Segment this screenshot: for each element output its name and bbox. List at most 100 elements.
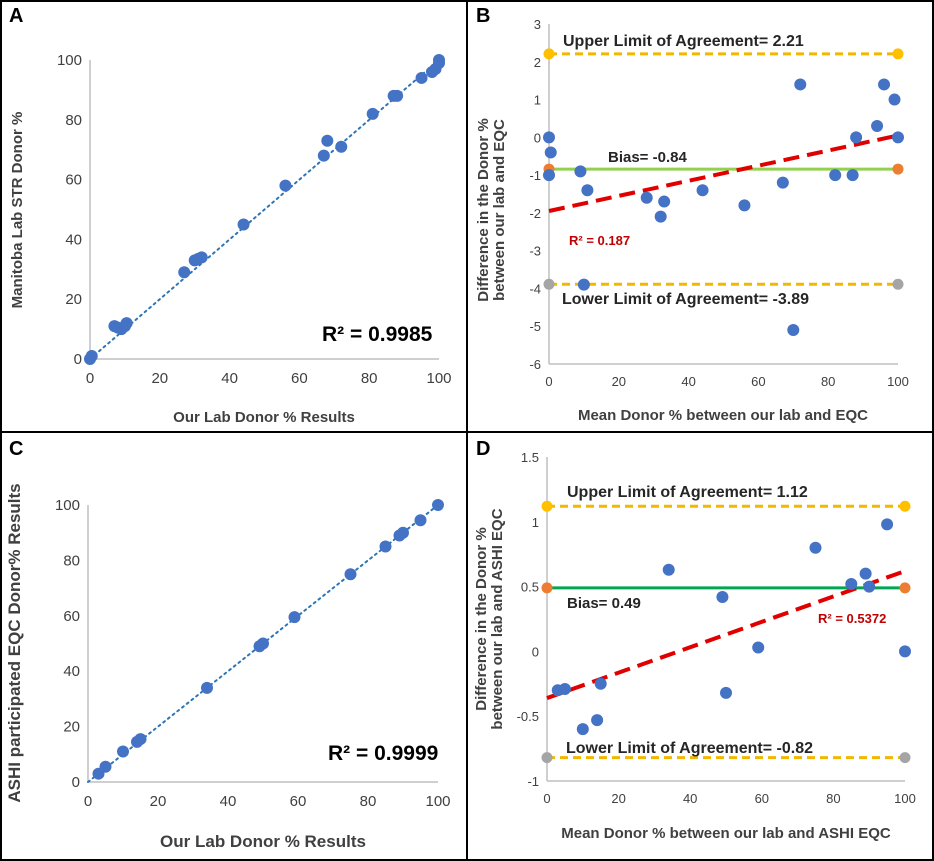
trendline (89, 59, 440, 360)
y-axis-title-line1: Difference in the Donor % (475, 118, 492, 301)
data-point (397, 526, 409, 539)
x-tick-label: 60 (751, 374, 765, 389)
data-point (195, 251, 208, 264)
data-point (117, 745, 129, 758)
lower-loa-marker (541, 752, 553, 764)
data-point (543, 169, 555, 182)
x-tick-label: 60 (291, 370, 308, 387)
lower-loa-marker (899, 752, 911, 764)
data-point (738, 199, 751, 212)
x-tick-label: 100 (894, 791, 916, 806)
data-point (237, 218, 250, 231)
y-tick-label: -0.5 (517, 709, 539, 724)
y-tick-label: 80 (65, 112, 82, 129)
y-tick-label: -6 (529, 357, 541, 372)
r-squared-label: R² = 0.5372 (818, 611, 886, 626)
y-tick-label: 1 (532, 515, 539, 530)
x-tick-label: 40 (683, 791, 697, 806)
bias-marker (541, 582, 553, 594)
x-tick-label: 20 (151, 370, 168, 387)
x-tick-label: 0 (84, 793, 92, 810)
x-tick-label: 60 (290, 793, 307, 810)
y-tick-label: -1 (529, 168, 541, 183)
upper-loa-marker (892, 48, 904, 60)
bias-label: Bias= 0.49 (567, 595, 641, 612)
regression-line (548, 133, 899, 213)
y-tick-label: 20 (65, 291, 82, 308)
upper-loa-label: Upper Limit of Agreement= 1.12 (567, 484, 808, 501)
data-point (379, 540, 392, 553)
data-point (662, 563, 675, 576)
y-tick-label: 1.5 (521, 450, 539, 465)
x-tick-label: 40 (221, 370, 238, 387)
r-squared-label: R² = 0.187 (569, 233, 630, 248)
upper-loa-marker (543, 48, 555, 60)
x-axis-title: Our Lab Donor % Results (173, 409, 355, 426)
data-point (888, 93, 901, 106)
y-tick-label: 60 (63, 608, 80, 625)
data-point (178, 266, 191, 279)
upper-loa-label: Upper Limit of Agreement= 2.21 (563, 33, 804, 50)
data-point (863, 580, 876, 593)
data-point (544, 146, 557, 159)
x-axis-title: Mean Donor % between our lab and EQC (578, 407, 868, 424)
data-point (321, 134, 334, 147)
upper-loa-marker (541, 500, 553, 512)
y-tick-label: 0.5 (521, 580, 539, 595)
lower-loa-marker (543, 278, 555, 290)
data-point (577, 278, 590, 291)
data-point (120, 317, 133, 330)
data-point (366, 107, 379, 120)
lower-loa-label: Lower Limit of Agreement= -3.89 (562, 291, 809, 308)
x-tick-label: 20 (150, 793, 167, 810)
y-tick-label: -3 (529, 244, 541, 259)
y-tick-label: 100 (57, 52, 82, 69)
y-tick-label: -2 (529, 206, 541, 221)
data-point (881, 518, 894, 531)
x-tick-label: 0 (545, 374, 552, 389)
y-axis-title-line2: between our lab and ASHI EQC (489, 508, 506, 729)
r-squared-label: R² = 0.9985 (322, 323, 433, 346)
data-point (433, 54, 445, 66)
r-squared-label: R² = 0.9999 (328, 742, 438, 765)
y-axis-title: Manitoba Lab STR Donor % (9, 112, 26, 309)
y-tick-label: 40 (63, 663, 80, 680)
data-point (752, 641, 765, 654)
panel-b-letter: B (476, 5, 490, 27)
y-tick-label: 100 (55, 497, 80, 514)
data-point (787, 324, 800, 336)
x-tick-label: 40 (681, 374, 695, 389)
y-tick-label: 2 (534, 55, 541, 70)
x-tick-label: 100 (425, 793, 450, 810)
data-point (716, 590, 729, 603)
data-point (696, 184, 709, 197)
bias-marker (892, 163, 904, 175)
x-axis-title: Mean Donor % between our lab and ASHI EQ… (561, 825, 891, 842)
x-tick-label: 80 (826, 791, 840, 806)
lower-loa-label: Lower Limit of Agreement= -0.82 (566, 740, 813, 757)
panel-b-chart: 0 20 40 60 80 100 -6 -5 -4 -3 -2 -1 0 1 2 3 Mean Donor %… (475, 17, 909, 424)
panel-d-chart: 0 20 40 60 80 100 -1 -0.5 0 0.5 1 1.5 Mean Donor % b… (473, 450, 916, 842)
data-point (576, 723, 589, 736)
data-point (776, 176, 789, 189)
x-tick-label: 80 (821, 374, 835, 389)
data-point (720, 686, 732, 699)
upper-loa-marker (899, 500, 911, 512)
data-point (415, 71, 428, 84)
data-point (558, 682, 571, 695)
y-tick-label: 60 (65, 172, 82, 189)
data-point (899, 645, 911, 658)
data-point (859, 567, 872, 580)
x-tick-label: 80 (360, 793, 377, 810)
y-tick-label: 40 (65, 231, 82, 248)
data-point (654, 210, 667, 223)
y-tick-label: 80 (63, 552, 80, 569)
data-point (543, 131, 555, 144)
data-point (846, 169, 859, 182)
data-point (432, 499, 444, 511)
panel-a-letter: A (9, 5, 23, 27)
data-point (658, 195, 671, 208)
data-point (892, 131, 904, 144)
data-point (201, 681, 213, 694)
